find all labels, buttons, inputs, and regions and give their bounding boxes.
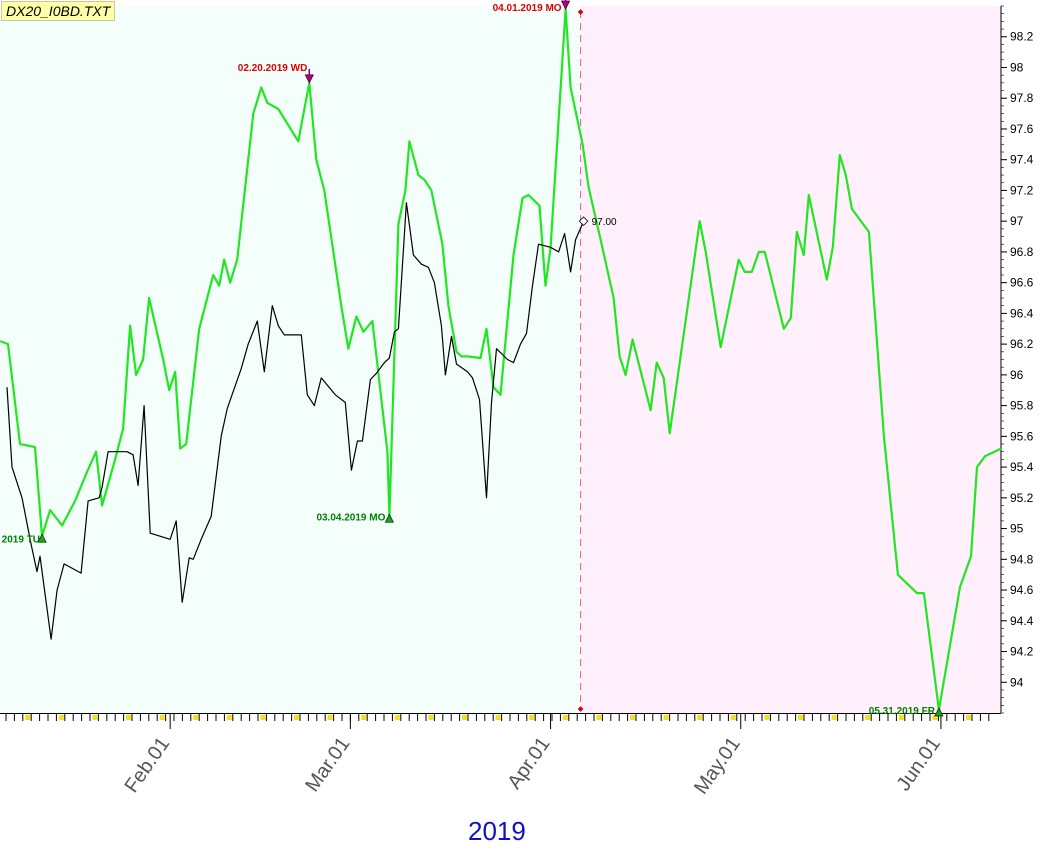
low-marker-icon <box>37 533 47 543</box>
x-week-marker <box>831 715 837 720</box>
x-week-marker <box>25 715 31 720</box>
x-week-marker <box>394 715 400 720</box>
secondary-series-line <box>6 202 585 640</box>
x-week-marker <box>898 715 904 720</box>
y-tick-label: 96.4 <box>1010 306 1034 320</box>
annotation-layer: 97.00 02.20.2019 WD 04.01.2019 MO 03.04.201… <box>2 0 944 717</box>
x-week-marker <box>428 715 434 720</box>
x-week-marker <box>630 715 635 720</box>
plot-background <box>0 6 1001 713</box>
y-tick-label: 97 <box>1010 214 1024 228</box>
divider-layer <box>577 9 584 712</box>
x-week-marker <box>764 715 770 720</box>
low-annotation-label: 03.04.2019 MO <box>316 512 385 523</box>
plot-bg-history <box>0 6 581 713</box>
y-tick-label: 95.8 <box>1010 399 1034 413</box>
y-tick-label: 96 <box>1010 368 1024 382</box>
x-week-marker <box>159 715 165 720</box>
x-week-marker <box>932 715 938 720</box>
end-value-marker <box>578 216 589 226</box>
y-tick-label: 95.2 <box>1010 491 1034 505</box>
x-tick-label: Apr.01 <box>503 733 554 793</box>
low-annotation-label: 2019 TU <box>2 534 40 545</box>
low-marker-icon <box>384 513 395 523</box>
y-tick-label: 94.4 <box>1010 614 1034 628</box>
x-week-marker <box>92 715 98 720</box>
y-tick-label: 96.2 <box>1010 337 1034 351</box>
y-tick-label: 94.8 <box>1010 552 1034 566</box>
x-week-marker <box>495 715 501 720</box>
x-week-marker <box>462 715 467 720</box>
x-week-marker <box>260 715 266 720</box>
x-week-marker <box>562 715 568 720</box>
x-week-marker <box>865 715 871 720</box>
series-layer <box>0 8 1002 712</box>
x-week-marker <box>126 715 131 720</box>
y-tick-label: 94 <box>1010 675 1024 689</box>
x-tick-label: Feb.01 <box>121 733 175 797</box>
y-tick-label: 95.4 <box>1010 460 1034 474</box>
x-week-marker <box>730 715 736 720</box>
divider-top-dot <box>577 9 584 15</box>
x-week-marker <box>966 715 971 720</box>
y-tick-label: 97.8 <box>1010 91 1034 105</box>
y-tick-label: 95.6 <box>1010 429 1034 443</box>
y-tick-label: 98 <box>1010 60 1024 74</box>
y-tick-label: 94.6 <box>1010 583 1034 597</box>
y-tick-label: 98.2 <box>1010 30 1034 44</box>
y-tick-label: 97.2 <box>1010 183 1034 197</box>
x-week-marker <box>327 715 333 720</box>
x-week-marker <box>294 715 299 720</box>
year-label: 2019 <box>468 816 526 846</box>
x-week-marker <box>663 715 669 720</box>
y-tick-label: 96.6 <box>1010 276 1034 290</box>
x-week-marker <box>596 715 602 720</box>
x-week-marker <box>226 715 232 720</box>
y-tick-label: 96.8 <box>1010 245 1034 259</box>
end-value-label: 97.00 <box>592 217 617 228</box>
file-name-label: DX20_I0BD.TXT <box>1 1 116 21</box>
low-annotation-label: 05.31.2019 FR <box>869 706 936 717</box>
y-tick-label: 95 <box>1010 522 1024 536</box>
high-annotation-label: 02.20.2019 WD <box>238 63 308 74</box>
x-tick-label: Mar.01 <box>301 733 354 796</box>
x-week-marker <box>798 715 803 720</box>
y-tick-label: 97.4 <box>1010 153 1034 167</box>
x-tick-label: Jun.01 <box>893 733 945 795</box>
x-tick-label: May.01 <box>690 733 745 798</box>
x-week-marker <box>58 715 64 720</box>
high-annotation-label: 04.01.2019 MO <box>493 3 562 14</box>
y-tick-label: 97.6 <box>1010 122 1034 136</box>
y-tick-label: 94.2 <box>1010 645 1034 659</box>
x-week-marker <box>361 715 367 720</box>
primary-series-line <box>0 8 1002 712</box>
x-week-marker <box>529 715 535 720</box>
divider-bottom-dot <box>577 706 584 712</box>
plot-bg-forecast <box>580 6 1001 713</box>
low-marker-icon <box>934 707 944 717</box>
x-week-marker <box>193 715 199 720</box>
x-week-marker <box>697 715 703 720</box>
